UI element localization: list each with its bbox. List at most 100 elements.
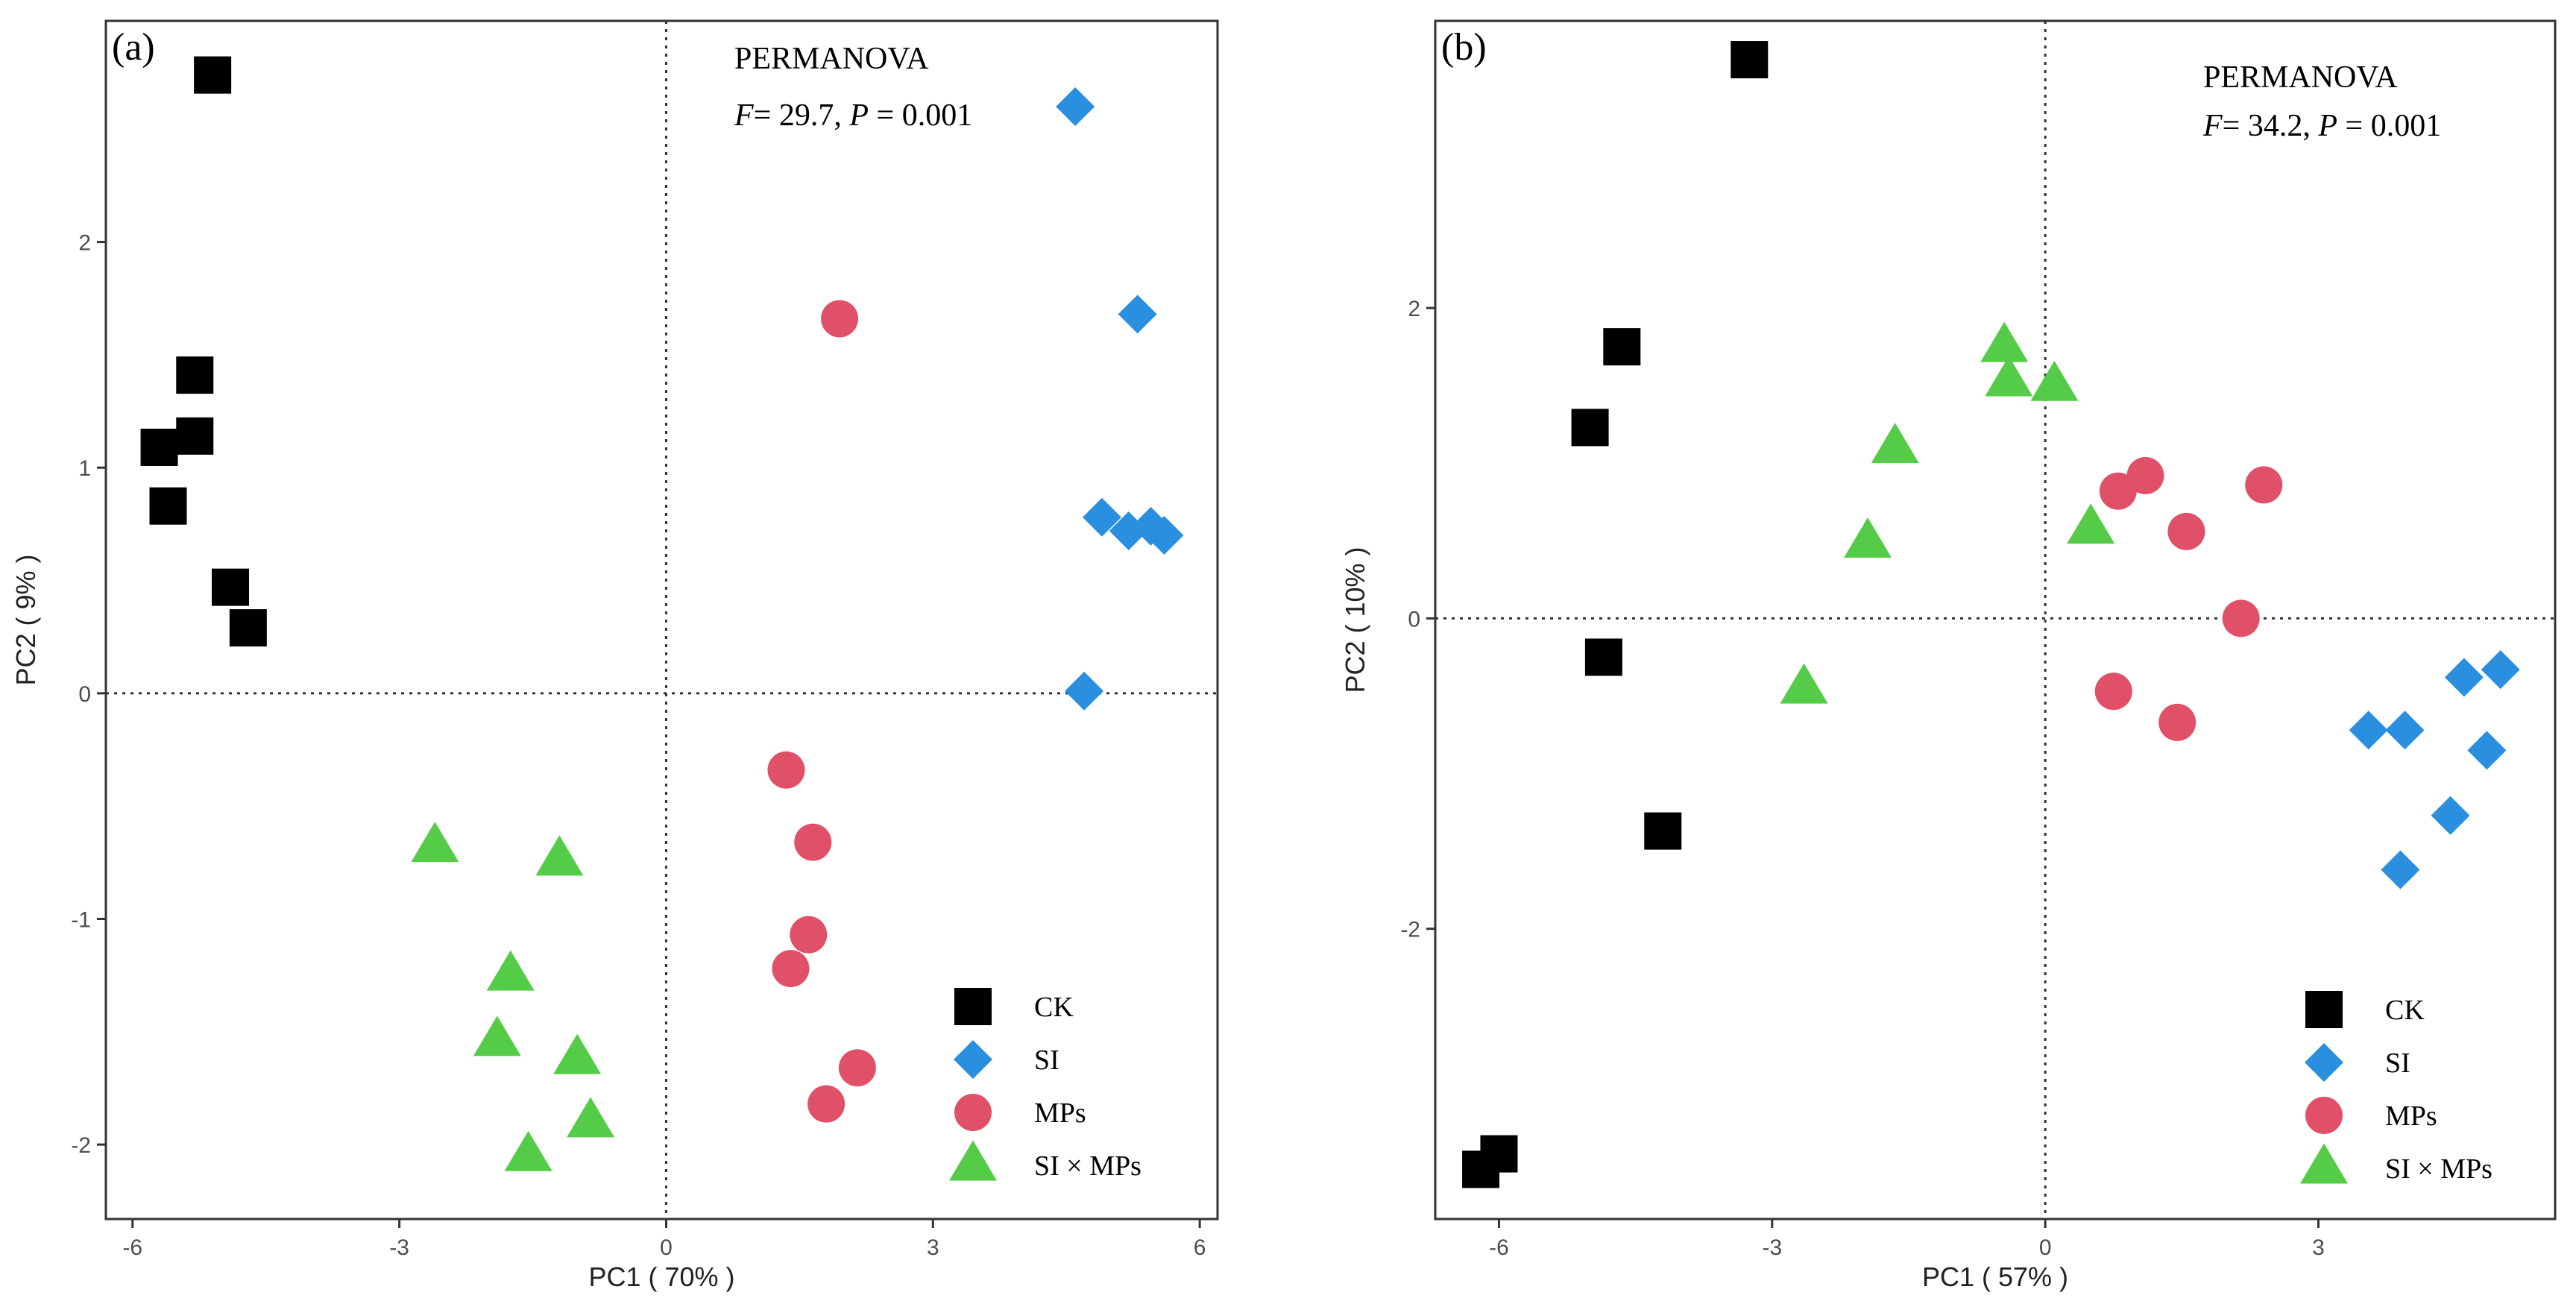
legend-key-si-mps <box>949 1140 997 1181</box>
legend-key-mps <box>2305 1097 2343 1134</box>
legend-key-ck <box>954 988 992 1025</box>
point-si <box>1056 87 1095 127</box>
point-ck <box>176 356 214 394</box>
point-mps <box>2158 703 2196 741</box>
point-si <box>1144 516 1184 555</box>
permanova-f-value-b: 34.2 <box>2248 109 2303 143</box>
legend-label-mps: MPs <box>1034 1097 1086 1129</box>
legend-label-si: SI <box>2385 1048 2410 1079</box>
points-b <box>1462 41 2520 1188</box>
point-ck <box>229 609 267 647</box>
point-si-mps <box>486 950 535 991</box>
point-si <box>2431 796 2470 835</box>
legend-label-mps: MPs <box>2385 1100 2437 1132</box>
permanova-stats-b: F= 34.2, P = 0.001 <box>2202 109 2441 143</box>
x-tick-label: -6 <box>122 1235 142 1260</box>
legend-key-si <box>954 1040 992 1079</box>
permanova-title-b: PERMANOVA <box>2203 60 2398 95</box>
panel-label-b: (b) <box>1441 26 1487 69</box>
point-si-mps <box>473 1015 521 1056</box>
point-si <box>2385 711 2425 750</box>
point-ck <box>1644 812 1682 850</box>
point-si <box>1065 671 1104 711</box>
y-axis-title-b: PC2 ( 10% ) <box>1340 547 1370 693</box>
point-mps <box>2099 472 2137 510</box>
point-mps <box>2126 456 2164 494</box>
point-ck <box>194 56 232 94</box>
permanova-title-a: PERMANOVA <box>734 42 929 76</box>
points-a <box>140 56 1184 1171</box>
x-axis-title-a: PC1 ( 70% ) <box>588 1262 734 1292</box>
point-si-mps <box>567 1097 615 1138</box>
point-mps <box>821 300 859 338</box>
y-tick-label: 0 <box>78 682 91 707</box>
y-tick-label: 0 <box>1408 607 1420 632</box>
legend-key-si <box>2305 1043 2343 1082</box>
permanova-stats-a: F= 29.7, P = 0.001 <box>734 98 972 133</box>
panel-label-a: (a) <box>112 26 155 69</box>
legend-b: CK SI MPs SI × MPs <box>2300 991 2492 1185</box>
x-tick-label: -6 <box>1489 1235 1509 1260</box>
point-si-mps <box>1985 356 2033 397</box>
point-si-mps <box>2067 503 2115 544</box>
plot-area-frame-a <box>104 19 1219 1221</box>
x-axis-ticks-a: -6 -3 0 3 6 <box>122 1219 1206 1260</box>
point-si-mps <box>1780 663 1828 704</box>
point-ck <box>211 568 249 606</box>
point-mps <box>790 916 828 954</box>
legend-a: CK SI MPs SI × MPs <box>949 988 1141 1182</box>
point-mps <box>838 1049 876 1087</box>
point-ck <box>1584 638 1622 676</box>
point-ck <box>140 428 178 466</box>
legend-label-ck: CK <box>2385 995 2425 1026</box>
point-si <box>2381 850 2420 889</box>
x-tick-label: 3 <box>927 1235 939 1260</box>
point-mps <box>2167 512 2205 550</box>
point-mps <box>772 950 810 988</box>
point-si <box>1082 497 1121 537</box>
x-tick-label: -3 <box>1762 1235 1782 1260</box>
point-si <box>2349 711 2388 750</box>
point-si-mps <box>1980 321 2029 362</box>
x-tick-label: 0 <box>2039 1235 2052 1260</box>
permanova-p-value-a: 0.001 <box>902 98 973 133</box>
point-si-mps <box>2030 360 2079 401</box>
legend-key-mps <box>954 1094 992 1131</box>
point-ck <box>149 487 187 525</box>
y-tick-label: -2 <box>71 1133 91 1158</box>
point-si-mps <box>1844 517 1892 558</box>
x-tick-label: 3 <box>2312 1235 2325 1260</box>
point-ck <box>1480 1135 1518 1173</box>
legend-label-si-mps: SI × MPs <box>1034 1150 1141 1182</box>
point-si <box>2444 658 2484 697</box>
y-tick-label: -2 <box>1400 918 1420 942</box>
point-si-mps <box>504 1130 552 1171</box>
x-tick-label: 6 <box>1194 1235 1206 1260</box>
legend-label-si-mps: SI × MPs <box>2385 1153 2492 1185</box>
y-tick-label: 2 <box>1408 297 1420 321</box>
panel-b: -6 -3 0 3 -202 (b) PC1 ( 57% ) PC2 ( 10% ) … <box>1340 19 2557 1292</box>
legend-label-ck: CK <box>1034 992 1074 1023</box>
legend-key-si-mps <box>2300 1143 2348 1184</box>
point-si-mps <box>411 822 459 863</box>
point-mps <box>2222 599 2260 637</box>
x-axis-ticks-b: -6 -3 0 3 <box>1489 1219 2325 1260</box>
panel-a: -6 -3 0 3 6 -2 -1 0 1 2 (a) PC1 ( 70% ) PC2 ( 9%… <box>10 19 1219 1292</box>
point-si-mps <box>535 835 584 876</box>
point-mps <box>767 751 805 789</box>
point-ck <box>1571 409 1609 447</box>
point-si-mps <box>553 1033 602 1074</box>
y-axis-ticks-b: -2 0 2 <box>1400 297 1435 942</box>
x-tick-label: -3 <box>389 1235 409 1260</box>
y-axis-ticks-a: -2 -1 0 1 2 <box>71 231 106 1158</box>
point-ck <box>1603 328 1641 366</box>
point-si <box>1118 295 1157 334</box>
permanova-p-value-b: 0.001 <box>2371 109 2442 143</box>
permanova-f-value-a: 29.7 <box>779 98 834 133</box>
point-si-mps <box>1871 422 1919 463</box>
y-tick-label: 2 <box>78 231 91 256</box>
x-tick-label: 0 <box>660 1235 673 1260</box>
point-si <box>2467 731 2507 770</box>
legend-label-si: SI <box>1034 1045 1059 1076</box>
